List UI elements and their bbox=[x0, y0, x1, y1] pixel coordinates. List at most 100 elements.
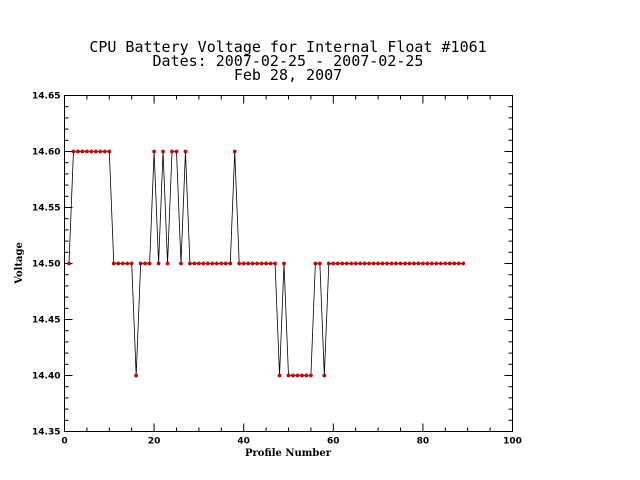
data-point bbox=[111, 261, 116, 266]
data-point bbox=[389, 261, 394, 266]
data-point bbox=[210, 261, 215, 266]
data-point bbox=[317, 261, 322, 266]
data-point bbox=[362, 261, 367, 266]
data-point bbox=[102, 149, 107, 154]
data-point bbox=[443, 261, 448, 266]
data-point bbox=[349, 261, 354, 266]
data-point bbox=[447, 261, 452, 266]
y-tick-label: 14.35 bbox=[32, 428, 60, 438]
data-point bbox=[120, 261, 125, 266]
data-point bbox=[71, 149, 76, 154]
data-point bbox=[241, 261, 246, 266]
data-point bbox=[223, 261, 228, 266]
data-point bbox=[304, 373, 309, 378]
x-axis-label: Profile Number bbox=[245, 448, 332, 459]
data-point bbox=[380, 261, 385, 266]
data-point bbox=[282, 261, 286, 266]
data-point bbox=[291, 373, 295, 378]
x-axis-ticks bbox=[64, 95, 513, 432]
x-tick-label: 80 bbox=[417, 437, 430, 447]
data-point bbox=[147, 261, 152, 266]
x-axis-tick-labels: 0 20 40 60 80 100 bbox=[61, 437, 522, 447]
data-point bbox=[313, 261, 318, 266]
x-tick-label: 100 bbox=[503, 437, 522, 447]
y-axis-label: Voltage bbox=[14, 242, 25, 285]
data-point bbox=[80, 149, 85, 154]
data-point bbox=[434, 261, 439, 266]
data-point bbox=[259, 261, 264, 266]
data-point bbox=[331, 261, 336, 266]
data-point bbox=[93, 149, 98, 154]
data-point bbox=[228, 261, 233, 266]
data-point bbox=[398, 261, 403, 266]
data-point bbox=[205, 261, 210, 266]
data-point bbox=[353, 261, 358, 266]
y-axis-tick-labels: 14.35 14.40 14.45 14.50 14.55 14.60 14.65 bbox=[32, 92, 60, 438]
data-point bbox=[264, 261, 268, 266]
y-tick-label: 14.65 bbox=[32, 92, 60, 102]
data-point bbox=[416, 261, 421, 266]
x-tick-label: 40 bbox=[237, 437, 250, 447]
data-point bbox=[322, 373, 327, 378]
data-point bbox=[232, 149, 237, 154]
data-point bbox=[403, 261, 407, 266]
data-point bbox=[394, 261, 398, 266]
data-point bbox=[286, 373, 291, 378]
data-point bbox=[188, 261, 192, 266]
data-point bbox=[179, 261, 183, 266]
data-point bbox=[183, 149, 188, 154]
data-point bbox=[192, 261, 197, 266]
data-point bbox=[214, 261, 219, 266]
data-point bbox=[67, 261, 71, 266]
data-point bbox=[407, 261, 412, 266]
data-point bbox=[156, 261, 161, 266]
data-point bbox=[174, 149, 179, 154]
data-point bbox=[165, 261, 170, 266]
data-point bbox=[85, 149, 89, 154]
data-point bbox=[170, 149, 174, 154]
data-point bbox=[412, 261, 416, 266]
data-point bbox=[161, 149, 165, 154]
chart-title-line-3: Feb 28, 2007 bbox=[234, 66, 342, 84]
x-tick-label: 60 bbox=[327, 437, 340, 447]
data-point bbox=[429, 261, 434, 266]
data-point bbox=[340, 261, 345, 266]
data-point bbox=[421, 261, 425, 266]
data-point bbox=[250, 261, 255, 266]
data-point bbox=[438, 261, 443, 266]
data-point bbox=[309, 373, 313, 378]
data-point bbox=[376, 261, 380, 266]
data-point bbox=[371, 261, 376, 266]
data-point bbox=[143, 261, 148, 266]
data-point bbox=[107, 149, 112, 154]
y-tick-label: 14.55 bbox=[32, 204, 60, 214]
data-point bbox=[138, 261, 143, 266]
data-point bbox=[344, 261, 349, 266]
x-tick-label: 0 bbox=[61, 437, 67, 447]
chart-title-line-1: CPU Battery Voltage for Internal Float #… bbox=[89, 38, 486, 56]
data-point bbox=[335, 261, 340, 266]
data-point bbox=[197, 261, 201, 266]
data-point bbox=[255, 261, 260, 266]
y-tick-label: 14.40 bbox=[32, 372, 60, 382]
data-point bbox=[326, 261, 331, 266]
data-point bbox=[89, 149, 94, 154]
data-point bbox=[461, 261, 466, 266]
data-point bbox=[246, 261, 251, 266]
voltage-series-points bbox=[67, 149, 466, 378]
data-point bbox=[456, 261, 461, 266]
data-point bbox=[134, 373, 139, 378]
data-point bbox=[237, 261, 242, 266]
data-point bbox=[98, 149, 103, 154]
data-point bbox=[219, 261, 224, 266]
data-point bbox=[358, 261, 363, 266]
data-point bbox=[452, 261, 457, 266]
data-point bbox=[295, 373, 300, 378]
data-point bbox=[300, 373, 304, 378]
data-point bbox=[116, 261, 121, 266]
y-tick-label: 14.60 bbox=[32, 148, 60, 158]
data-point bbox=[201, 261, 206, 266]
data-point bbox=[425, 261, 430, 266]
data-point bbox=[129, 261, 134, 266]
